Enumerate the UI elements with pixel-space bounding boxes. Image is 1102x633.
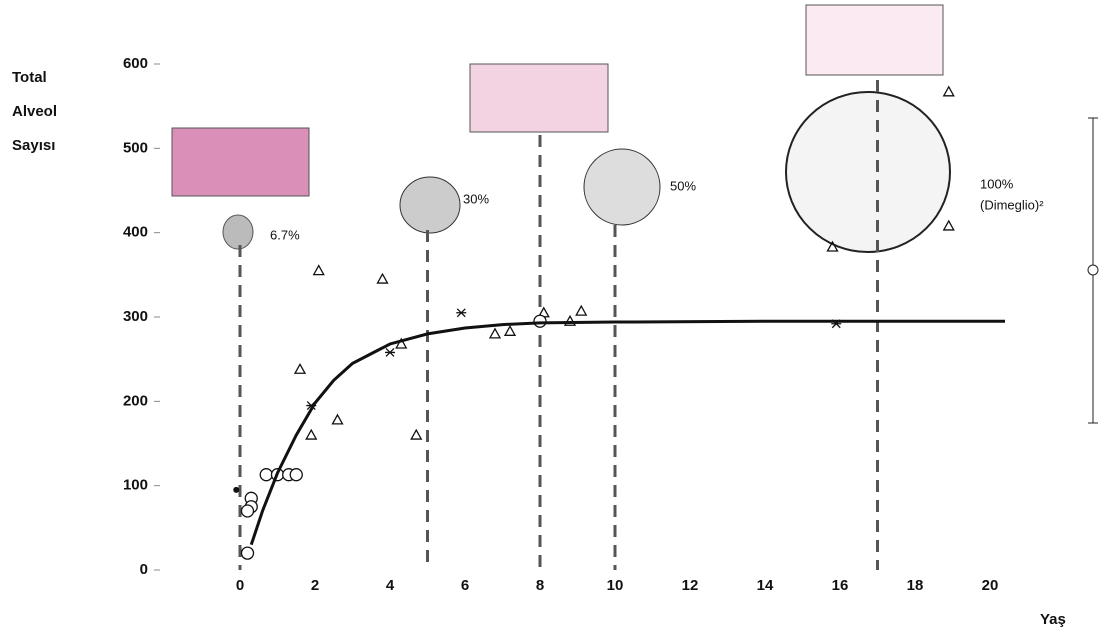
dot-point [233,487,239,493]
triangle-point [505,326,515,335]
triangle-point [944,87,954,96]
y-tick-label: 400 [123,224,148,241]
y-tick-label: 600 [123,55,148,72]
triangle-point [576,306,586,315]
x-tick-label: 14 [757,577,774,594]
annotation: (Dimeglio)² [980,197,1044,212]
annotation: 30% [463,191,489,206]
ribcage [584,149,660,225]
ribcage [400,177,460,233]
circle-point [290,469,302,481]
x-tick-label: 4 [386,577,395,594]
x-tick-label: 6 [461,577,469,594]
range-bar [1088,265,1098,275]
illustrations [172,5,1098,423]
triangle-point [411,430,421,439]
x-tick-label: 12 [682,577,699,594]
x-tick-label: 18 [907,577,924,594]
annotation: 100% [980,176,1014,191]
y-tick-label: 200 [123,392,148,409]
x-tick-label: 8 [536,577,544,594]
chart: Yaş TotalAlveolSayısı0100200300400500600… [0,0,1102,633]
x-tick-label: 0 [236,577,244,594]
micrograph [470,64,608,132]
circle-point [260,469,272,481]
trend-curve [251,321,1005,544]
triangle-point [314,266,324,275]
circle-point [242,547,254,559]
micrograph [172,128,309,196]
triangle-point [333,415,343,424]
x-tick-label: 2 [311,577,319,594]
y-tick-label: 0 [140,561,148,578]
ribcage [786,92,950,252]
annotation: 50% [670,178,696,193]
y-tick-label: 300 [123,308,148,325]
x-tick-label: 16 [832,577,849,594]
micrograph [806,5,943,75]
x-axis-label: Yaş [1040,611,1066,628]
triangle-point [944,221,954,230]
ribcage [223,215,253,249]
circle-point [242,505,254,517]
y-tick-label: 100 [123,477,148,494]
triangle-point [490,329,500,338]
triangle-point [295,364,305,373]
x-tick-label: 20 [982,577,999,594]
y-tick-label: 500 [123,139,148,156]
asterisk-point [456,309,466,317]
annotation: 6.7% [270,227,300,242]
y-axis-label: Total [12,69,47,86]
asterisk-point [385,348,395,356]
y-axis-label: Sayısı [12,137,55,154]
y-axis-label: Alveol [12,103,57,120]
circle-point [534,315,546,327]
triangle-point [306,430,316,439]
x-tick-label: 10 [607,577,624,594]
triangle-point [378,274,388,283]
